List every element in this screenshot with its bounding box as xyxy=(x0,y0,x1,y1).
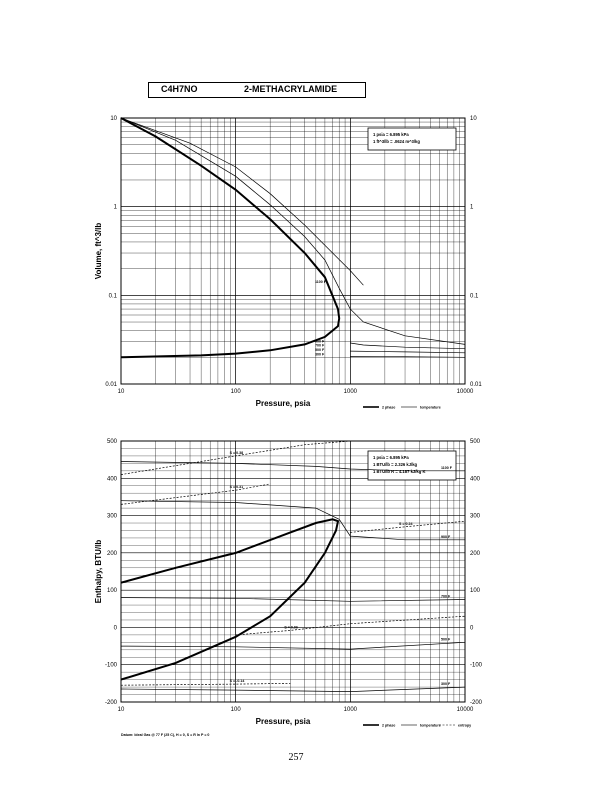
x-tick-label: 10000 xyxy=(457,389,474,395)
legend-label: temperature xyxy=(420,724,441,728)
y-tick-label: 0 xyxy=(114,625,118,631)
series-temperature-line xyxy=(350,350,466,354)
series-temperature-line xyxy=(120,461,465,472)
y-tick-label-right: -200 xyxy=(470,700,483,706)
y-tick-label: 0.01 xyxy=(105,382,117,388)
x-tick-label: 1000 xyxy=(344,707,358,713)
y-tick-label-right: 400 xyxy=(470,476,481,482)
plot-frame xyxy=(120,440,466,703)
series-temperature-line xyxy=(120,117,364,286)
legend-label: 2 phase xyxy=(382,724,395,728)
y-tick-label-right: 100 xyxy=(470,588,481,594)
series-entropy-line xyxy=(120,483,271,505)
conversion-box: 1 psia = 6.895 kPa 1 ft^3/lb = .0624 m^3/… xyxy=(367,127,457,151)
series-label: 1100 F xyxy=(441,466,453,470)
series-temperature-line xyxy=(120,641,466,650)
page-number: 257 xyxy=(288,752,304,763)
y-tick-label-right: 0.01 xyxy=(470,382,482,388)
x-tick-label: 100 xyxy=(231,389,242,395)
x-axis-label: Pressure, psia xyxy=(256,399,311,408)
y-tick-label: 300 xyxy=(107,514,118,520)
series-label: S = 0.38 xyxy=(230,451,244,455)
x-tick-label: 10000 xyxy=(457,707,474,713)
x-tick-label: 1000 xyxy=(344,389,358,395)
conversion-box-frame xyxy=(367,127,457,151)
series-2-phase-curve xyxy=(120,117,341,359)
series-label: 500 F xyxy=(315,348,325,352)
series-temperature-line xyxy=(120,597,466,602)
series-label: 900 F xyxy=(441,535,451,539)
series-entropy-line xyxy=(350,520,466,533)
series-label: 300 F xyxy=(441,682,451,686)
series-group: 1100 F 900 F 700 F 500 F 300 F S = 0.38 S = 0.… xyxy=(120,440,466,692)
series-temperature-line xyxy=(350,356,466,358)
y-tick-label-right: 0.1 xyxy=(470,293,479,299)
conversion-note: 1 psia = 6.895 kPa xyxy=(373,132,409,137)
series-label: 900 F xyxy=(315,339,325,343)
y-tick-label: 10 xyxy=(110,116,117,122)
legend-label: entropy xyxy=(458,724,471,728)
series-label: 700 F xyxy=(315,344,325,348)
x-tick-label: 100 xyxy=(231,707,242,713)
series-temperature-line xyxy=(120,500,465,541)
series-entropy-line xyxy=(120,440,351,475)
y-tick-label: 500 xyxy=(107,439,118,445)
chart-1: 10 100 1000 100000.010.11100.010.1110Pressu… xyxy=(94,116,482,410)
y-tick-label-right: 1 xyxy=(470,205,474,211)
series-label: S = -0.14 xyxy=(230,679,245,683)
legend: 2 phase temperature entropy xyxy=(363,724,471,728)
y-axis-label: Volume, ft^3/lb xyxy=(94,223,103,280)
series-entropy-line xyxy=(235,615,466,636)
y-tick-label: -100 xyxy=(105,663,118,669)
legend-label: temperature xyxy=(420,406,441,410)
conversion-note: 1 ft^3/lb = .0624 m^3/kg xyxy=(373,139,420,144)
conversion-box-frame xyxy=(367,450,457,481)
y-axis-label: Enthalpy, BTU/lb xyxy=(94,540,103,604)
datum-footnote: Datum: Ideal Gas @ 77 F (25 C), H = 0, S… xyxy=(121,733,209,737)
y-tick-label-right: 200 xyxy=(470,551,481,557)
series-temperature-line xyxy=(120,686,466,692)
y-tick-label: 400 xyxy=(107,476,118,482)
legend: 2 phase temperature xyxy=(363,406,441,410)
legend-label: 2 phase xyxy=(382,406,395,410)
conversion-note: 1 BTU/lb = 2.326 kJ/kg xyxy=(373,462,418,467)
series-label: 500 F xyxy=(441,637,451,641)
y-tick-label-right: 0 xyxy=(470,625,474,631)
y-tick-label-right: 300 xyxy=(470,514,481,520)
series-2-phase-curve xyxy=(120,518,340,681)
chart-title-box: C4H7NO 2-METHACRYLAMIDE xyxy=(148,82,366,98)
y-tick-label: -200 xyxy=(105,700,118,706)
y-tick-label: 200 xyxy=(107,551,118,557)
series-entropy-line xyxy=(120,683,291,686)
conversion-box: 1 psia = 6.895 kPa 1 BTU/lb = 2.326 kJ/kg… xyxy=(367,450,457,481)
series-temperature-line xyxy=(120,117,466,345)
y-tick-label-right: 10 xyxy=(470,116,477,122)
conversion-note: 1 psia = 6.895 kPa xyxy=(373,455,409,460)
y-tick-label: 0.1 xyxy=(109,293,118,299)
chart-2: 10 100 1000 10000-200-1000100200300400500-2… xyxy=(94,439,483,737)
y-tick-label-right: -100 xyxy=(470,663,483,669)
grid-lines xyxy=(120,117,466,385)
chemical-formula: C4H7NO xyxy=(161,84,198,94)
y-tick-label-right: 500 xyxy=(470,439,481,445)
x-tick-label: 10 xyxy=(118,389,125,395)
y-tick-label: 1 xyxy=(114,205,118,211)
plot-frame xyxy=(120,117,466,385)
x-tick-label: 10 xyxy=(118,707,125,713)
series-temperature-line xyxy=(350,342,466,350)
y-tick-label: 100 xyxy=(107,588,118,594)
chemical-name: 2-METHACRYLAMIDE xyxy=(244,84,338,94)
series-label: S = 0.24 xyxy=(399,522,413,526)
conversion-note: 1 BTU/lb R = 4.187 kJ/kg K xyxy=(373,469,425,474)
series-label: 300 F xyxy=(315,352,325,356)
x-axis-label: Pressure, psia xyxy=(256,717,311,726)
series-label: S = 0.06 xyxy=(284,625,298,629)
series-label: S = 0.31 xyxy=(230,485,244,489)
series-label: 700 F xyxy=(441,594,451,598)
series-label: 1100 F xyxy=(315,280,327,284)
